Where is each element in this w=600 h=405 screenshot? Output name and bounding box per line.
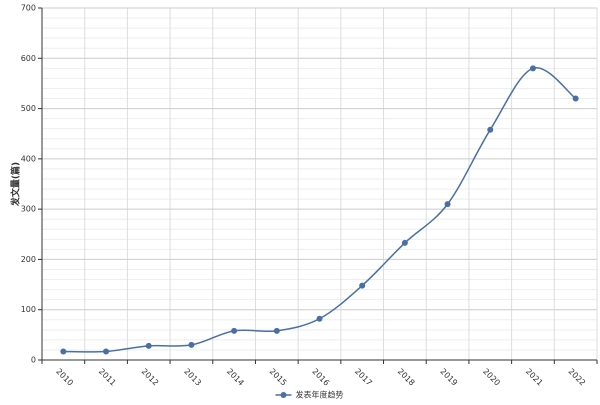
y-tick-label: 300 xyxy=(21,205,36,214)
point xyxy=(103,348,110,355)
x-tick-label: 2015 xyxy=(268,367,289,388)
point xyxy=(60,348,67,355)
legend-label: 发表年度趋势 xyxy=(296,390,344,400)
y-tick-label: 100 xyxy=(21,305,36,314)
y-tick-label: 600 xyxy=(21,54,36,63)
x-tick-label: 2017 xyxy=(353,367,374,388)
x-tick-label: 2022 xyxy=(566,367,587,388)
point xyxy=(572,95,579,102)
x-tick-label: 2013 xyxy=(182,367,203,388)
x-tick-label: 2011 xyxy=(97,367,118,388)
point xyxy=(145,342,152,349)
y-tick-label: 500 xyxy=(21,104,36,113)
y-tick-label: 400 xyxy=(21,154,36,163)
y-axis-label: 发文量(篇) xyxy=(10,162,22,207)
point xyxy=(401,239,408,246)
x-tick-label: 2012 xyxy=(140,367,161,388)
x-tick-label: 2018 xyxy=(396,367,417,388)
x-tick-label: 2019 xyxy=(438,367,459,388)
point xyxy=(188,341,195,348)
x-tick-label: 2014 xyxy=(225,367,246,388)
y-tick-label: 0 xyxy=(31,356,36,365)
x-tick-label: 2020 xyxy=(481,367,502,388)
point xyxy=(529,65,536,72)
point xyxy=(487,126,494,133)
x-tick-label: 2010 xyxy=(54,367,75,388)
x-tick-label: 2021 xyxy=(524,367,545,388)
point xyxy=(316,315,323,322)
point xyxy=(273,327,280,334)
legend-marker xyxy=(280,392,287,398)
point xyxy=(231,327,238,334)
x-tick-label: 2016 xyxy=(310,367,331,388)
y-tick-label: 700 xyxy=(21,4,36,13)
point xyxy=(359,282,366,289)
point xyxy=(444,201,451,208)
y-tick-label: 200 xyxy=(21,255,36,264)
